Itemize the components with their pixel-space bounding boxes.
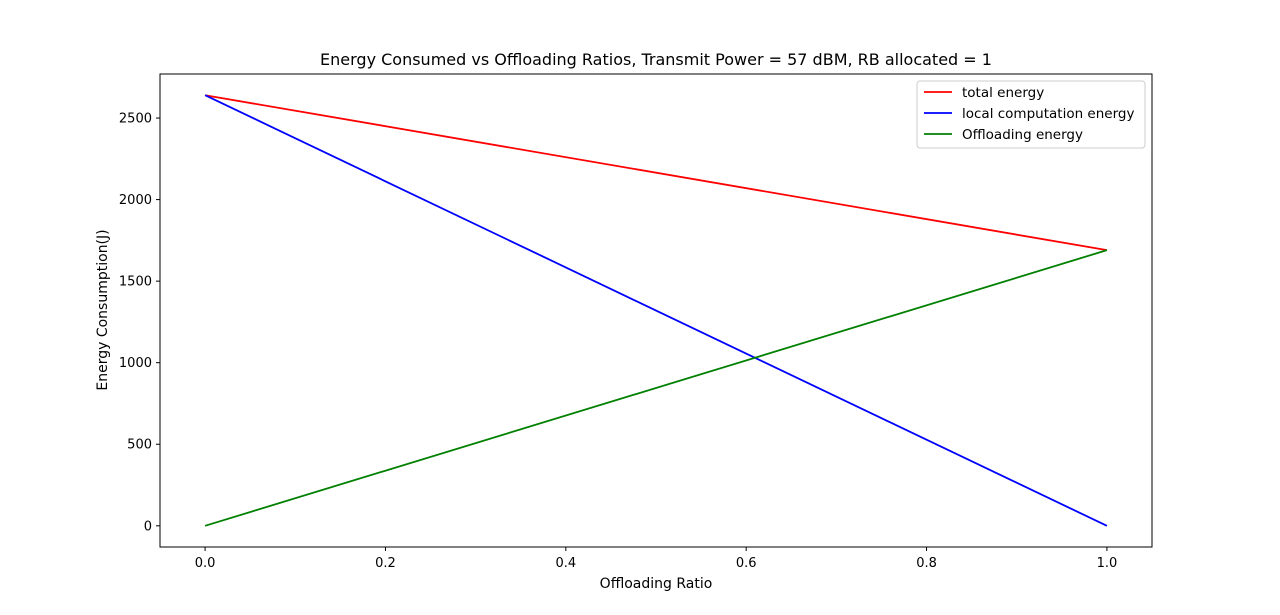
legend-label-1: local computation energy [962, 106, 1134, 122]
series-line-1 [204, 94, 1108, 527]
chart-title: Energy Consumed vs Offloading Ratios, Tr… [320, 50, 992, 69]
x-tick-label: 0.6 [736, 556, 757, 571]
x-axis-label: Offloading Ratio [600, 576, 713, 592]
legend-label-2: Offloading energy [962, 127, 1083, 143]
legend: total energy local computation energy Offl… [916, 80, 1146, 149]
y-tick-label: 1500 [119, 275, 152, 290]
legend-label-0: total energy [962, 85, 1044, 101]
y-tick-label: 1000 [119, 356, 152, 371]
y-axis-label: Energy Consumption(J) [95, 229, 111, 390]
x-tick-label: 0.0 [195, 556, 216, 571]
y-tick-label: 500 [127, 438, 152, 453]
legend-box [916, 80, 1146, 149]
x-tick-label: 0.8 [916, 556, 937, 571]
x-tick-label: 1.0 [1097, 556, 1118, 571]
y-tick-label: 2000 [119, 193, 152, 208]
y-tick-label: 0 [144, 519, 152, 534]
x-tick-label: 0.2 [375, 556, 396, 571]
series-line-2 [204, 249, 1108, 527]
plot-area: 0.0 0.2 0.4 0.6 0.8 1.0 0 500 1000 1500 2000 2500 [119, 73, 1153, 571]
series-line-0 [204, 94, 1108, 252]
y-tick-label: 2500 [119, 112, 152, 127]
x-tick-label: 0.4 [555, 556, 576, 571]
plot-frame [159, 73, 1153, 548]
